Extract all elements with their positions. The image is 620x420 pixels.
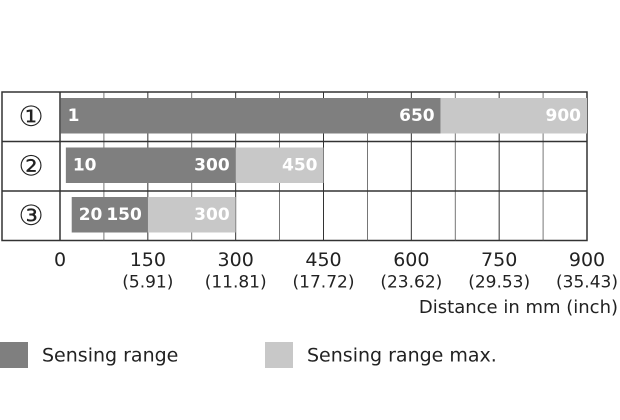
x-tick-label: 750 [481,249,517,271]
max-range-bar [235,147,324,183]
x-tick-label: 0 [54,249,66,271]
range-end-label: 300 [194,155,230,175]
x-tick-label: 300 [218,249,254,271]
max-range-bar [440,98,587,134]
max-end-label: 900 [546,106,582,126]
row-label: ① [18,100,43,133]
x-tick-inch-label: (17.72) [293,273,355,293]
x-tick-inch-label: (23.62) [380,273,442,293]
x-tick-inch-label: (35.43) [556,273,618,293]
x-tick-inch-label: (11.81) [205,273,267,293]
row-label: ② [18,149,43,182]
x-tick-label: 150 [130,249,166,271]
start-label: 20 [79,205,103,225]
max-end-label: 300 [194,205,230,225]
start-label: 10 [73,155,97,175]
legend-label: Sensing range [42,345,178,367]
x-tick-inch-label: (29.53) [468,273,530,293]
start-label: 1 [68,106,80,126]
max-range-bar [147,197,236,233]
range-bar [65,147,236,183]
x-axis-label: Distance in mm (inch) [419,297,618,318]
x-tick-label: 600 [393,249,429,271]
x-tick-label: 450 [305,249,341,271]
range-bar [71,197,148,233]
range-end-label: 150 [106,205,142,225]
row-label: ③ [18,199,43,232]
range-bar [60,98,441,134]
max-end-label: 450 [282,155,318,175]
range-end-label: 650 [399,106,435,126]
x-tick-label: 900 [569,249,605,271]
legend-label: Sensing range max. [307,345,497,367]
legend-swatch [0,342,28,368]
x-tick-inch-label: (5.91) [122,273,173,293]
legend-swatch [265,342,293,368]
